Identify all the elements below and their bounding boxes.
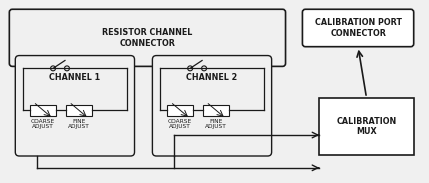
Text: RESISTOR CHANNEL
CONNECTOR: RESISTOR CHANNEL CONNECTOR (102, 28, 193, 48)
Text: CHANNEL 2: CHANNEL 2 (186, 73, 238, 82)
Bar (30, 105, 56, 116)
FancyBboxPatch shape (302, 9, 414, 47)
Bar (167, 105, 193, 116)
Text: FINE
ADJUST: FINE ADJUST (68, 119, 90, 129)
FancyBboxPatch shape (152, 56, 272, 156)
Text: CHANNEL 1: CHANNEL 1 (49, 73, 100, 82)
Bar (319, 98, 414, 155)
Text: FINE
ADJUST: FINE ADJUST (205, 119, 227, 129)
Text: CALIBRATION
MUX: CALIBRATION MUX (336, 117, 397, 136)
FancyBboxPatch shape (9, 9, 286, 66)
Text: COARSE
ADJUST: COARSE ADJUST (31, 119, 55, 129)
Text: CALIBRATION PORT
CONNECTOR: CALIBRATION PORT CONNECTOR (314, 18, 402, 38)
Bar (66, 105, 92, 116)
FancyBboxPatch shape (15, 56, 135, 156)
Bar (203, 105, 229, 116)
Text: COARSE
ADJUST: COARSE ADJUST (168, 119, 192, 129)
